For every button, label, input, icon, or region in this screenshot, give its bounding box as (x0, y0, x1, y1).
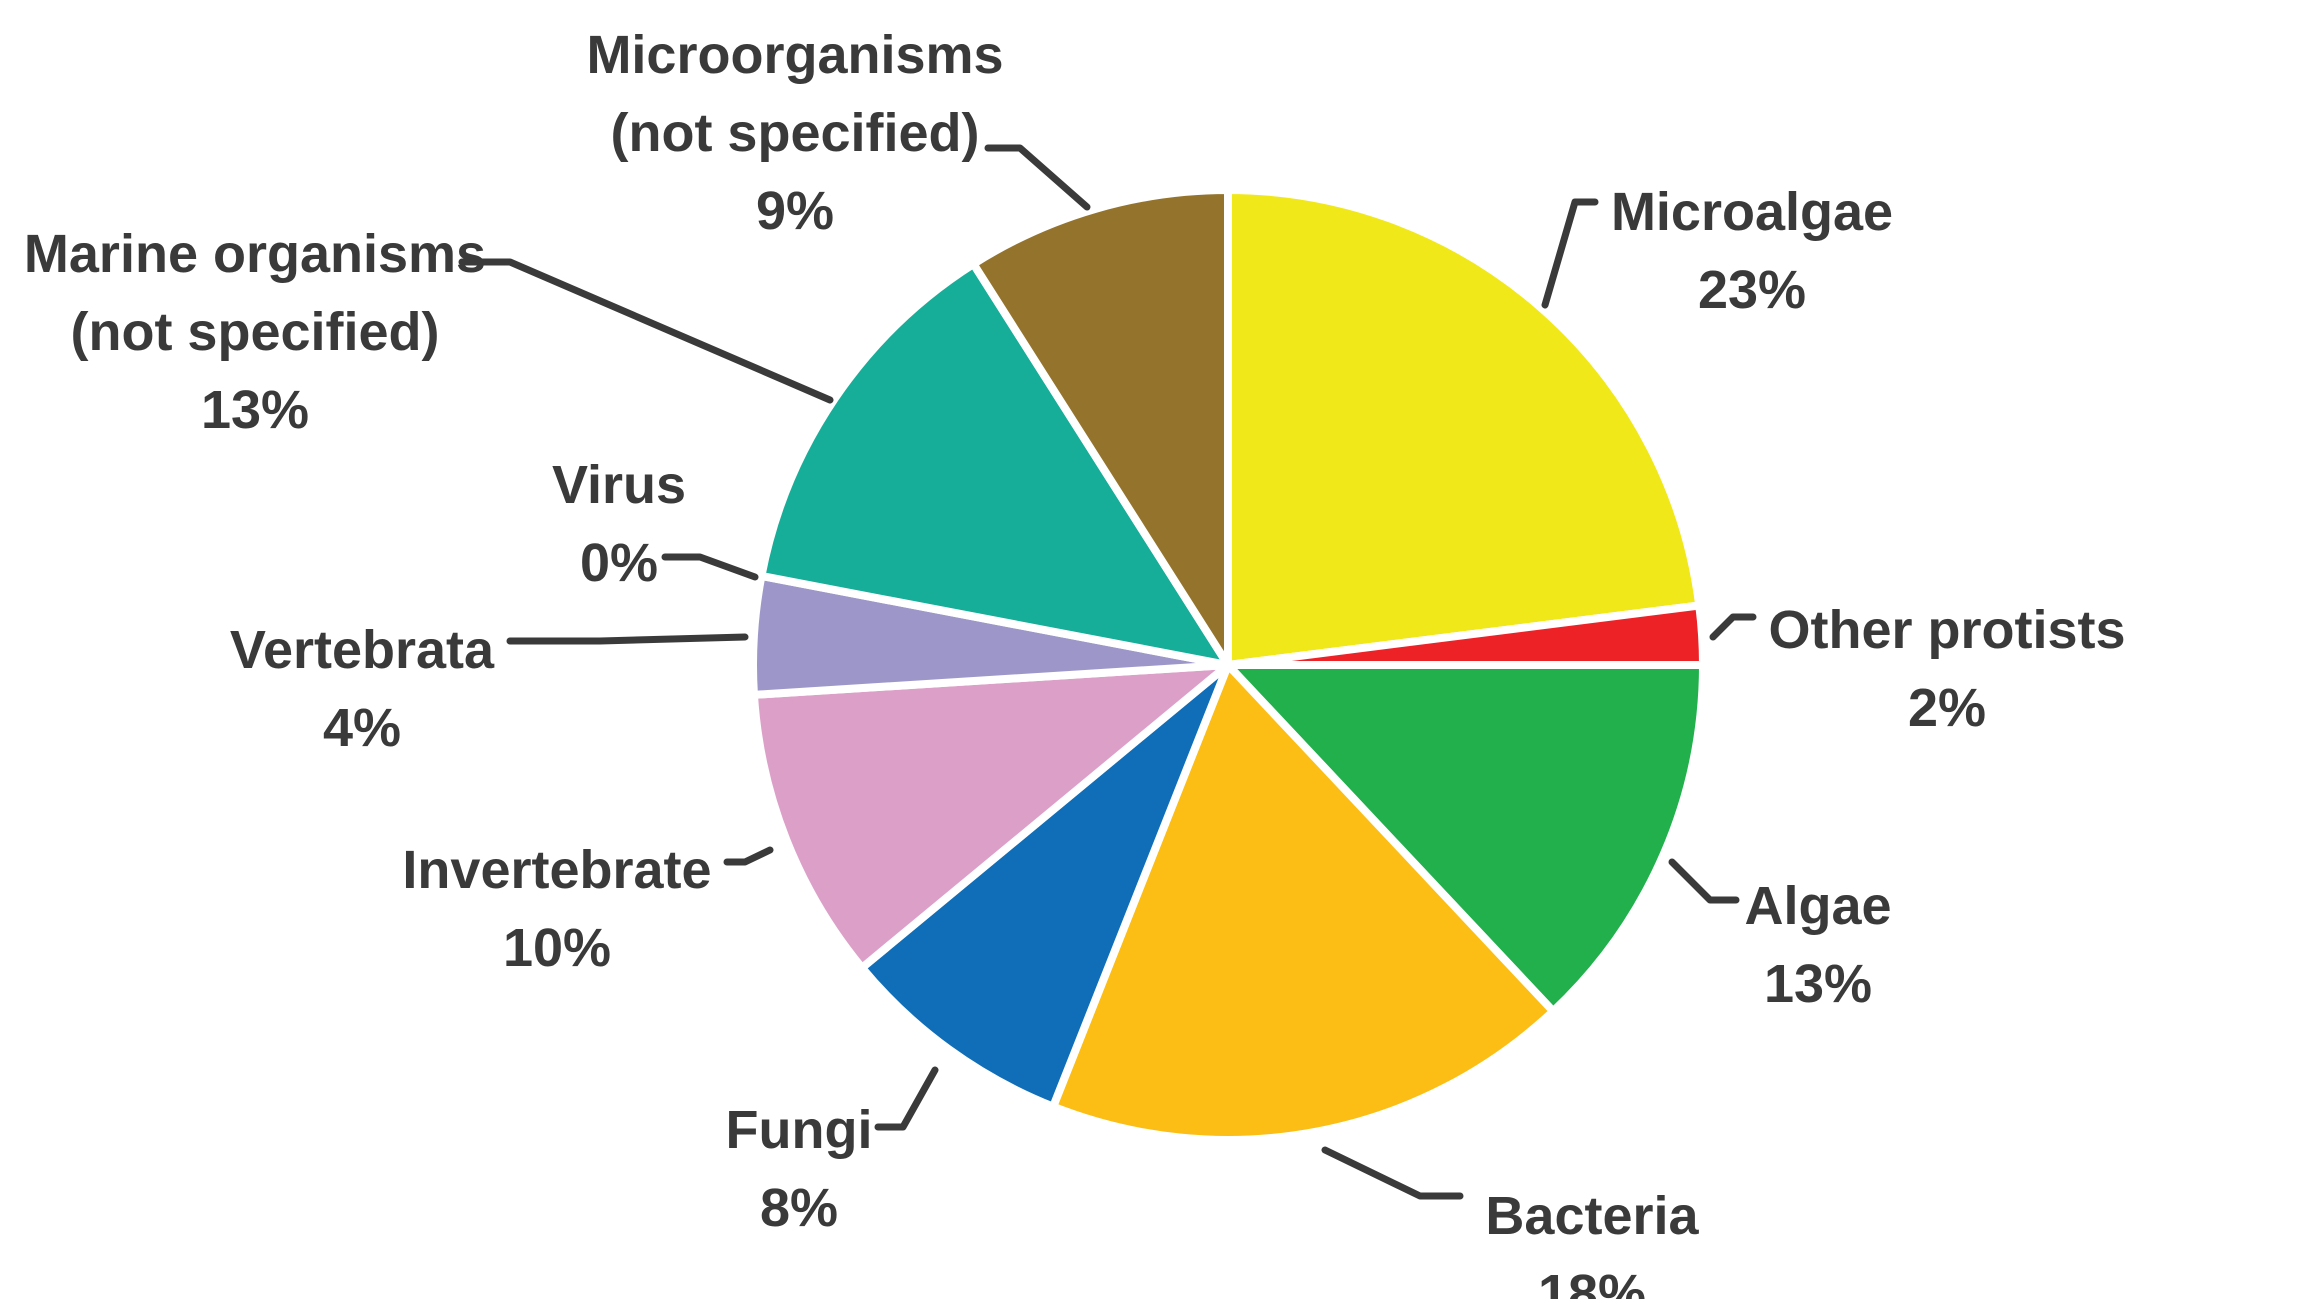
slice-name-label: Microorganisms (586, 25, 1003, 85)
slice-name-label: Bacteria (1485, 1186, 1699, 1246)
pie-slice-fungi (858, 661, 1232, 1111)
slice-name-label: Algae (1744, 876, 1891, 936)
slice-name-label: Marine organisms (24, 224, 486, 284)
leader-line-invertebrate (723, 846, 774, 866)
leader-line-marine-organisms-not-specified (458, 258, 834, 404)
slice-name-label: Vertebrata (230, 620, 495, 680)
leader-line-other-protists (1709, 613, 1757, 641)
pie-slice-invertebrate (749, 661, 1232, 972)
pie-slice-microalgae (1224, 186, 1704, 669)
pie-slice-algae (1224, 661, 1707, 1016)
slice-label-virus: Virus 0% (552, 455, 686, 593)
slice-value-label: 18% (1538, 1264, 1646, 1299)
slice-label-bacteria: Bacteria 18% (1485, 1186, 1699, 1299)
slice-labels: Microalgae 23% Other protists 2% Algae 13% Bac… (24, 25, 2126, 1299)
leader-line-bacteria (1321, 1146, 1464, 1200)
slice-name-label: Microalgae (1611, 182, 1893, 242)
slice-name-label: Fungi (726, 1100, 873, 1160)
pie-slice-microorganisms-not-specified (969, 186, 1232, 669)
slice-value-label: 0% (580, 533, 658, 593)
slice-name-label: Other protists (1768, 600, 2125, 660)
slice-name-label: Invertebrate (402, 840, 711, 900)
slice-label-microorganisms-not-specified: Microorganisms (not specified) 9% (586, 25, 1003, 241)
leader-line-vertebrata (506, 633, 749, 645)
slice-value-label: 4% (323, 698, 401, 758)
slice-label-fungi: Fungi 8% (726, 1100, 873, 1238)
leader-line-virus (661, 553, 759, 581)
slice-label-algae: Algae 13% (1744, 876, 1891, 1014)
slice-label-marine-organisms-not-specified: Marine organisms (not specified) 13% (24, 224, 486, 440)
slice-value-label: 9% (756, 181, 834, 241)
slice-value-label: 23% (1698, 260, 1806, 320)
leader-line-microorganisms-not-specified (984, 144, 1091, 211)
pie-slices (749, 186, 1707, 1144)
slice-value-label: 13% (201, 380, 309, 440)
leader-line-algae (1668, 858, 1740, 904)
slice-label-microalgae: Microalgae 23% (1611, 182, 1893, 320)
leader-line-fungi (874, 1066, 939, 1131)
slice-value-label: 13% (1764, 954, 1872, 1014)
slice-label-invertebrate: Invertebrate 10% (402, 840, 711, 978)
pie-slice-bacteria (1049, 661, 1558, 1144)
slice-name-label: Virus (552, 455, 686, 515)
slice-value-label: 10% (503, 918, 611, 978)
leader-line-microalgae (1541, 198, 1599, 309)
slice-name-label: (not specified) (610, 103, 979, 163)
slice-name-label: (not specified) (70, 302, 439, 362)
slice-value-label: 2% (1908, 678, 1986, 738)
slice-value-label: 8% (760, 1178, 838, 1238)
pie-slice-marine-organisms-not-specified (757, 259, 1232, 669)
slice-label-other-protists: Other protists 2% (1768, 600, 2125, 738)
slice-label-vertebrata: Vertebrata 4% (230, 620, 495, 758)
leader-lines (458, 144, 1757, 1200)
